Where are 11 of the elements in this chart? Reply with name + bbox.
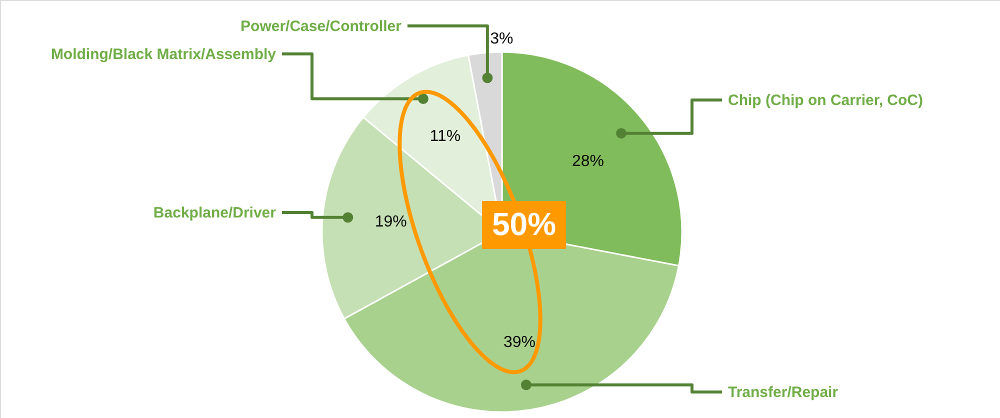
data-label: 3%	[490, 30, 514, 48]
slice-label: Transfer/Repair	[728, 384, 838, 401]
slice-label: Molding/Black Matrix/Assembly	[50, 46, 277, 63]
data-label: 11%	[430, 128, 461, 145]
data-label: 28%	[572, 152, 604, 170]
slice-label: Chip (Chip on Carrier, CoC)	[728, 92, 924, 110]
data-label: 19%	[374, 214, 407, 230]
text: 50%	[492, 206, 556, 242]
slice-label: Power/Case/Controller	[240, 18, 402, 35]
data-label: 39%	[503, 334, 536, 352]
slice-label: Backplane/Driver	[153, 204, 276, 222]
